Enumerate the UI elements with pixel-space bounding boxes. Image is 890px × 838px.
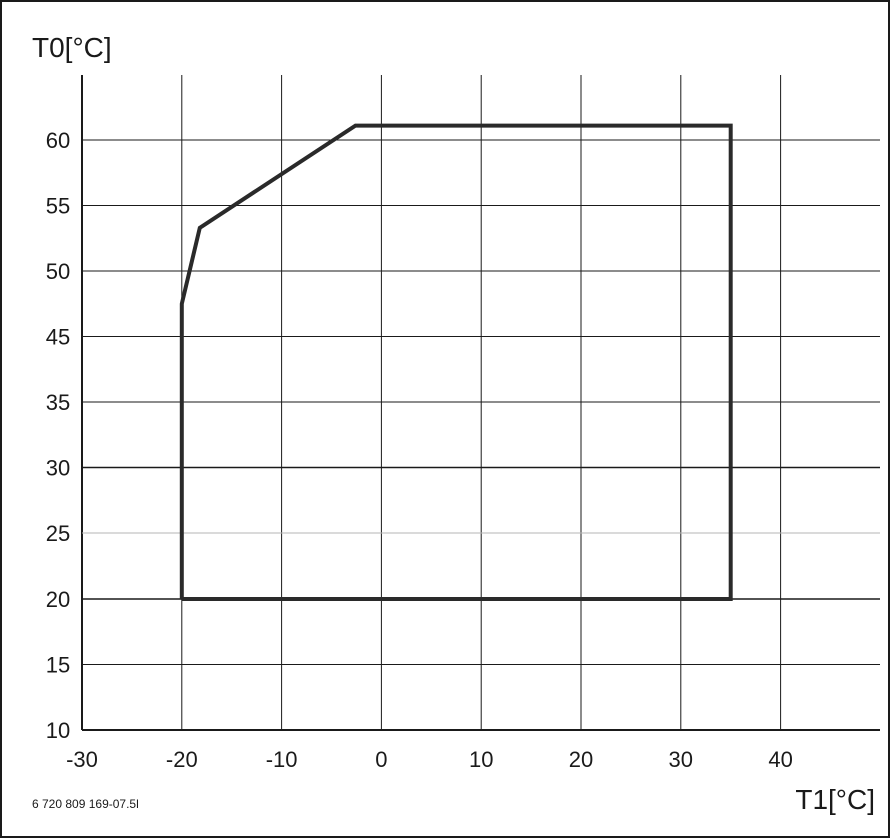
tick-labels: -30 -20 -10 0 10 20 30 40 10 15 20 25 30 35 45 50 55 60 (46, 128, 793, 772)
y-axis-title: T0[°C] (32, 32, 112, 63)
y-tick-label: 10 (46, 718, 70, 743)
x-tick-label: -30 (66, 747, 98, 772)
x-tick-label: -10 (266, 747, 298, 772)
figure-id: 6 720 809 169-07.5l (32, 797, 139, 811)
x-axis-title: T1[°C] (795, 784, 875, 815)
x-tick-label: 40 (768, 747, 792, 772)
y-tick-label: 50 (46, 259, 70, 284)
y-tick-label: 25 (46, 521, 70, 546)
series-line (179, 123, 733, 601)
x-tick-label: 20 (569, 747, 593, 772)
x-tick-label: 10 (469, 747, 493, 772)
grid-lines (81, 75, 880, 731)
y-tick-label: 35 (46, 390, 70, 415)
y-tick-label: 55 (46, 194, 70, 219)
y-tick-label: 20 (46, 587, 70, 612)
y-tick-label: 60 (46, 128, 70, 153)
x-tick-label: 0 (375, 747, 387, 772)
y-tick-label: 15 (46, 653, 70, 678)
x-tick-label: -20 (166, 747, 198, 772)
series-layer (179, 123, 733, 601)
y-tick-label: 30 (46, 456, 70, 481)
x-tick-label: 30 (669, 747, 693, 772)
y-tick-label: 45 (46, 325, 70, 350)
